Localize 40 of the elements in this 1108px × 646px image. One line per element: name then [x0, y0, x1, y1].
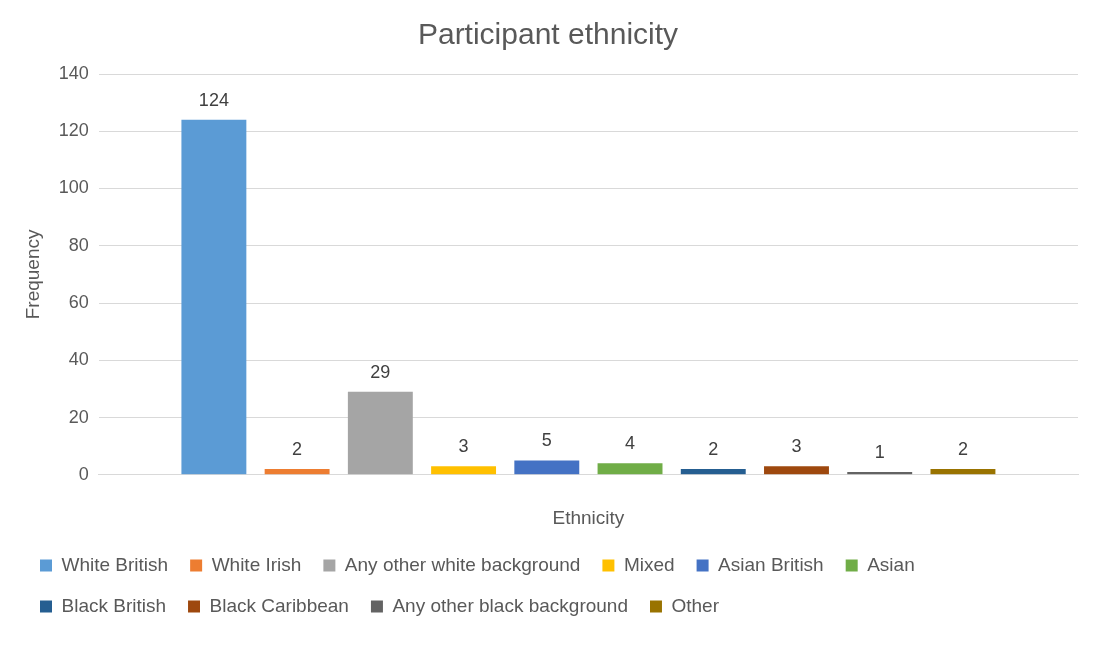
data-label: 2: [292, 439, 303, 460]
bar: [431, 466, 497, 475]
legend-label: Asian British: [718, 553, 824, 575]
y-tick-label: 40: [68, 349, 89, 370]
data-label: 4: [625, 433, 636, 454]
bar: [930, 469, 996, 475]
legend-label: Any other white background: [344, 553, 581, 575]
legend-label: Any other black background: [392, 594, 628, 616]
bar: [264, 469, 330, 475]
y-tick-label: 140: [58, 62, 89, 83]
data-label: 3: [458, 436, 469, 457]
data-label: 1: [874, 441, 885, 462]
y-tick-label: 120: [58, 120, 89, 141]
data-label: 2: [957, 439, 968, 460]
bar: [680, 469, 746, 475]
y-tick-label: 80: [68, 234, 89, 255]
legend-label: White Irish: [211, 553, 302, 575]
bar: [181, 119, 247, 475]
bar: [597, 463, 663, 475]
legend-label: Other: [671, 594, 720, 616]
data-label: 2: [708, 439, 719, 460]
chart-title: Participant ethnicity: [417, 17, 679, 51]
bar: [347, 391, 413, 475]
legend-label: Black British: [61, 594, 167, 616]
legend-label: White British: [61, 553, 169, 575]
data-label: 29: [370, 361, 391, 382]
bar: [764, 466, 829, 475]
legend-label: Black Caribbean: [209, 594, 349, 616]
y-axis-title: Frequency: [21, 229, 43, 320]
y-tick-label: 60: [68, 292, 89, 312]
legend-label: Asian: [867, 553, 915, 575]
legend-label: Mixed: [623, 553, 675, 575]
x-axis-title: Ethnicity: [552, 506, 625, 528]
data-label: 5: [541, 430, 552, 451]
y-tick-label: 20: [68, 406, 89, 427]
y-tick-label: 100: [58, 177, 89, 198]
bar: [514, 460, 580, 475]
y-tick-label: 0: [78, 463, 89, 484]
data-label: 3: [791, 436, 802, 457]
data-label: 124: [198, 89, 229, 110]
